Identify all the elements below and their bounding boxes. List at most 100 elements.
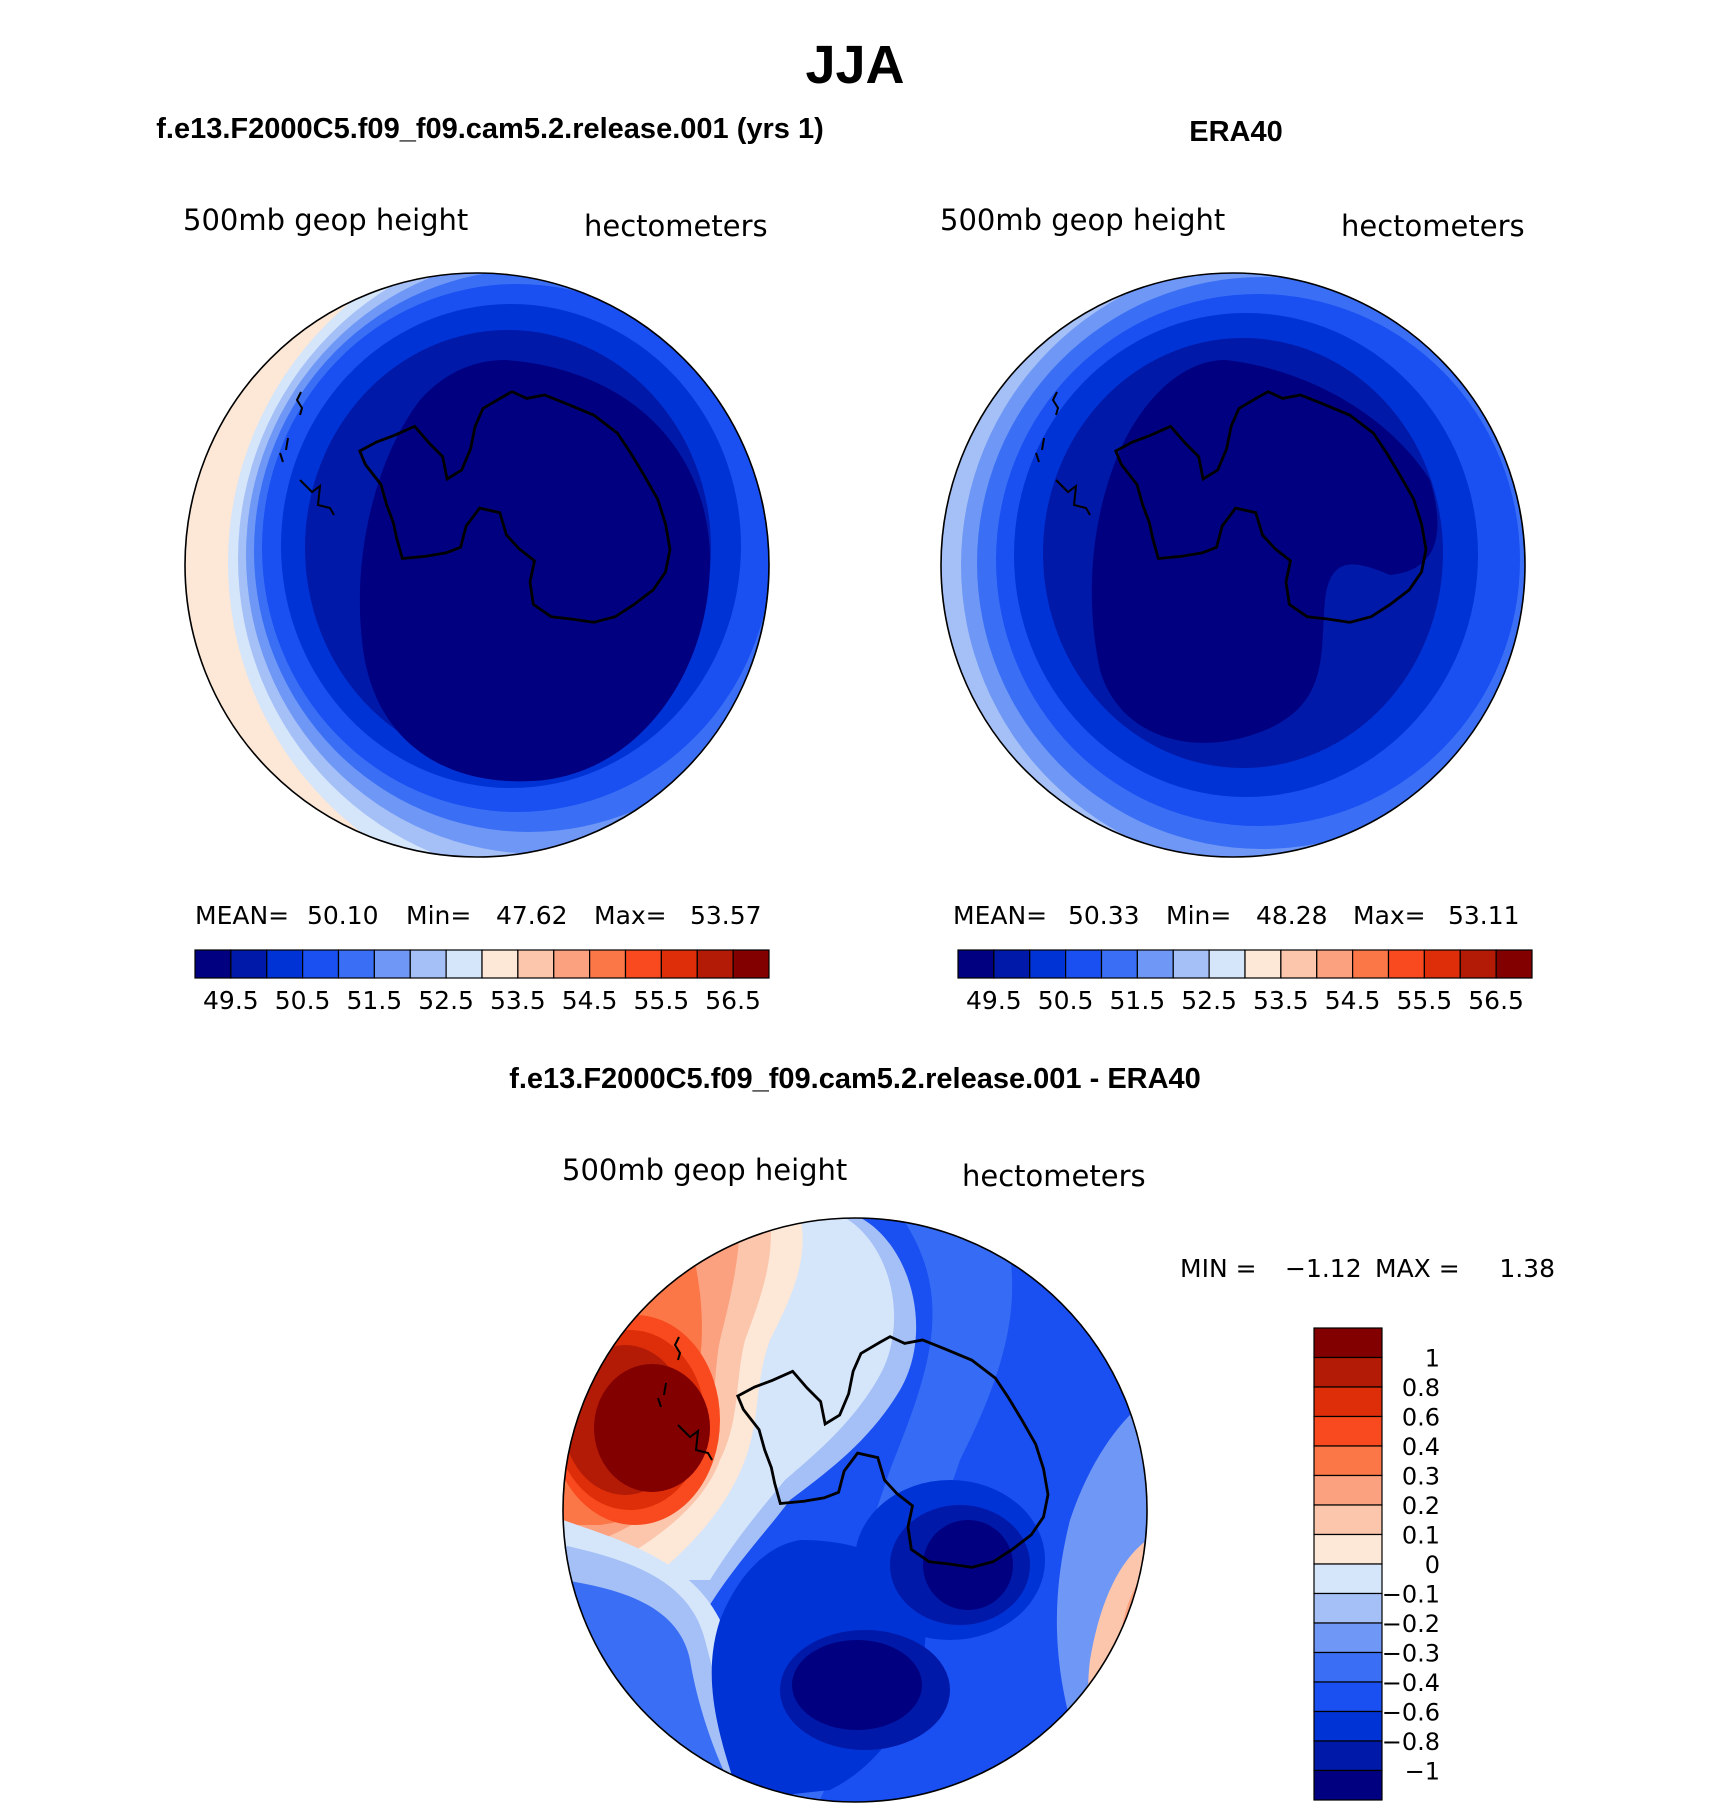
difference-colorbar-swatch <box>1313 1445 1383 1477</box>
difference-colorbar-swatch <box>1313 1327 1383 1359</box>
panel-model-units-label: hectometers <box>584 209 768 243</box>
difference-colorbar-tick-label: −0.3 <box>1382 1640 1440 1668</box>
era40-colorbar-swatch <box>1136 949 1174 979</box>
panel-model-min-label: Min= <box>406 901 471 930</box>
difference-colorbar-tick-label: 1 <box>1425 1345 1440 1373</box>
model-colorbar-swatch <box>337 949 375 979</box>
model-colorbar-swatch <box>481 949 519 979</box>
model-colorbar-tick-label: 53.5 <box>490 986 546 1015</box>
difference-colorbar-tick-label: −1 <box>1405 1758 1440 1786</box>
panel-difference-units-label: hectometers <box>962 1159 1146 1193</box>
difference-colorbar-tick-label: 0.8 <box>1402 1374 1440 1402</box>
panel-era40-colorbar: 49.5 50.5 51.5 52.5 53.5 54.5 55.5 56.5 <box>957 949 1533 1015</box>
difference-colorbar-swatch <box>1313 1740 1383 1772</box>
difference-colorbar-tick-label: −0.4 <box>1382 1669 1440 1697</box>
era40-colorbar-swatch <box>1316 949 1354 979</box>
model-colorbar-swatch <box>696 949 734 979</box>
era40-colorbar-swatch <box>1172 949 1210 979</box>
model-colorbar-swatch <box>373 949 411 979</box>
panel-era40-min-value: 48.28 <box>1256 901 1328 930</box>
panel-era40-title: ERA40 <box>1189 116 1283 148</box>
model-colorbar-swatch <box>660 949 698 979</box>
difference-colorbar-tick-label: 0.3 <box>1402 1463 1440 1491</box>
panel-era40-variable-label: 500mb geop height <box>940 203 1225 237</box>
model-colorbar-tick-label: 55.5 <box>634 986 690 1015</box>
panel-model-mean-value: 50.10 <box>307 901 379 930</box>
panel-era40-min-label: Min= <box>1166 901 1231 930</box>
model-colorbar-swatch <box>230 949 268 979</box>
era40-colorbar-swatch <box>1459 949 1497 979</box>
panel-model-max-value: 53.57 <box>690 901 762 930</box>
difference-colorbar-tick-label: −0.1 <box>1382 1581 1440 1609</box>
difference-colorbar-swatch <box>1313 1710 1383 1742</box>
model-colorbar-swatch <box>409 949 447 979</box>
panel-difference-variable-label: 500mb geop height <box>562 1153 847 1187</box>
panel-model-min-value: 47.62 <box>496 901 568 930</box>
panel-era40-max-value: 53.11 <box>1448 901 1520 930</box>
panel-difference-max-value: 1.38 <box>1499 1254 1555 1283</box>
era40-colorbar-swatch <box>1280 949 1318 979</box>
model-colorbar-tick-label: 50.5 <box>275 986 331 1015</box>
panel-model-max-label: Max= <box>594 901 667 930</box>
difference-colorbar-tick-label: 0.2 <box>1402 1492 1440 1520</box>
model-colorbar-tick-label: 51.5 <box>347 986 403 1015</box>
difference-colorbar-swatch <box>1313 1533 1383 1565</box>
panel-model-map <box>185 273 769 857</box>
model-colorbar-swatch <box>266 949 304 979</box>
panel-difference-colorbar: 10.80.60.40.30.20.10−0.1−0.2−0.3−0.4−0.6… <box>1313 1327 1440 1801</box>
model-colorbar-swatch <box>517 949 555 979</box>
difference-colorbar-tick-label: −0.6 <box>1382 1699 1440 1727</box>
difference-colorbar-swatch <box>1313 1622 1383 1654</box>
era40-colorbar-swatch <box>1352 949 1390 979</box>
era40-colorbar-tick-label: 55.5 <box>1397 986 1453 1015</box>
panel-era40-mean-value: 50.33 <box>1068 901 1140 930</box>
panel-model-variable-label: 500mb geop height <box>183 203 468 237</box>
difference-colorbar-tick-label: −0.2 <box>1382 1610 1440 1638</box>
era40-colorbar-tick-label: 51.5 <box>1110 986 1166 1015</box>
model-colorbar-swatch <box>589 949 627 979</box>
panel-difference-min-label: MIN = <box>1180 1254 1257 1283</box>
era40-colorbar-tick-label: 56.5 <box>1468 986 1524 1015</box>
difference-colorbar-swatch <box>1313 1386 1383 1418</box>
era40-colorbar-swatch <box>1423 949 1461 979</box>
era40-colorbar-tick-label: 50.5 <box>1038 986 1094 1015</box>
panel-difference-max-label: MAX = <box>1375 1254 1460 1283</box>
era40-colorbar-swatch <box>993 949 1031 979</box>
difference-colorbar-swatch <box>1313 1474 1383 1506</box>
era40-colorbar-swatch <box>1208 949 1246 979</box>
difference-colorbar-tick-label: 0.6 <box>1402 1404 1440 1432</box>
model-colorbar-tick-label: 52.5 <box>418 986 474 1015</box>
era40-colorbar-swatch <box>1065 949 1103 979</box>
difference-colorbar-swatch <box>1313 1681 1383 1713</box>
model-colorbar-swatch <box>624 949 662 979</box>
era40-colorbar-swatch <box>1029 949 1067 979</box>
panel-model: f.e13.F2000C5.f09_f09.cam5.2.release.001… <box>156 113 823 1015</box>
panel-era40-units-label: hectometers <box>1341 209 1525 243</box>
model-colorbar-swatch <box>445 949 483 979</box>
era40-colorbar-swatch <box>1244 949 1282 979</box>
era40-colorbar-swatch <box>1495 949 1533 979</box>
difference-colorbar-swatch <box>1313 1563 1383 1595</box>
figure-title: JJA <box>805 35 904 95</box>
model-colorbar-swatch <box>553 949 591 979</box>
panel-model-title: f.e13.F2000C5.f09_f09.cam5.2.release.001… <box>156 113 823 145</box>
era40-colorbar-tick-label: 53.5 <box>1253 986 1309 1015</box>
difference-colorbar-tick-label: 0 <box>1425 1551 1440 1579</box>
era40-colorbar-tick-label: 52.5 <box>1181 986 1237 1015</box>
panel-model-mean-label: MEAN= <box>195 901 289 930</box>
panel-difference-min-value: −1.12 <box>1285 1254 1362 1283</box>
model-colorbar-tick-label: 56.5 <box>705 986 761 1015</box>
panel-era40: ERA40 500mb geop height hectometers MEAN… <box>940 116 1533 1015</box>
era40-colorbar-swatch <box>1100 949 1138 979</box>
difference-colorbar-tick-label: 0.1 <box>1402 1522 1440 1550</box>
difference-colorbar-tick-label: −0.8 <box>1382 1728 1440 1756</box>
difference-colorbar-tick-label: 0.4 <box>1402 1433 1440 1461</box>
model-colorbar-tick-label: 49.5 <box>203 986 259 1015</box>
panel-era40-map <box>941 273 1525 857</box>
era40-colorbar-tick-label: 54.5 <box>1325 986 1381 1015</box>
era40-colorbar-swatch <box>957 949 995 979</box>
difference-colorbar-swatch <box>1313 1504 1383 1536</box>
difference-colorbar-swatch <box>1313 1769 1383 1801</box>
difference-colorbar-swatch <box>1313 1415 1383 1447</box>
